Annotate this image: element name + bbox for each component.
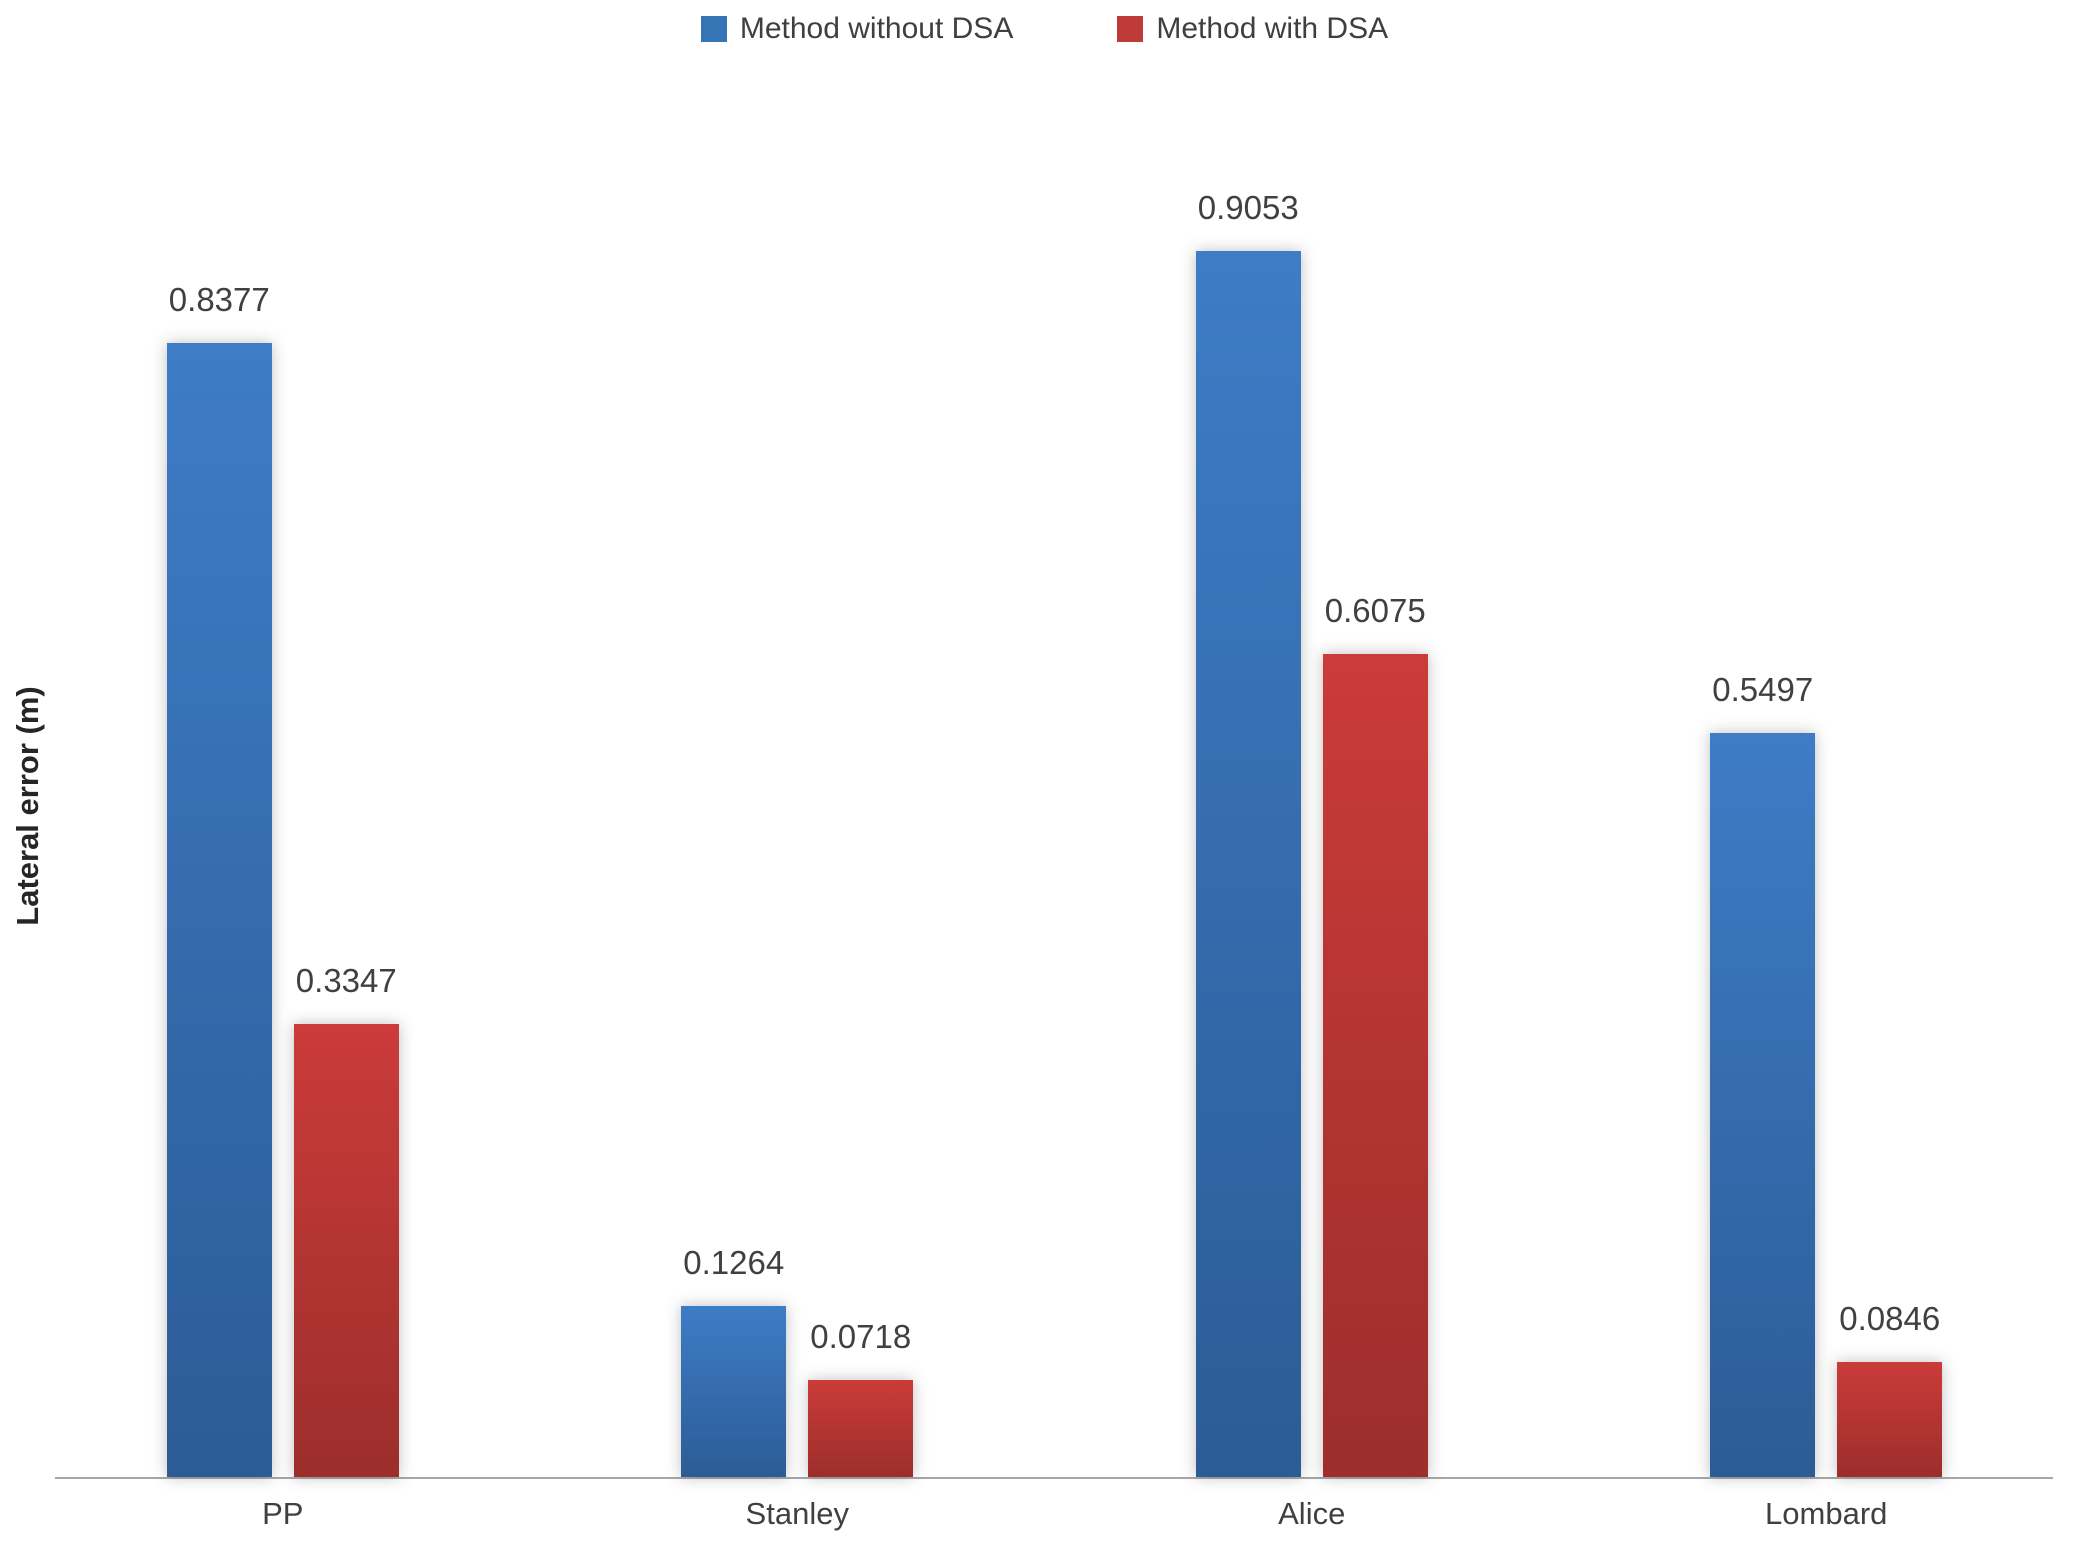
value-label: 0.1264 [683, 1243, 785, 1281]
value-label: 0.0718 [810, 1317, 912, 1355]
bar-column: 0.6075 [1322, 592, 1428, 1477]
bar-column: 0.3347 [293, 961, 399, 1477]
value-label: 0.3347 [295, 961, 397, 999]
x-axis-label-pp: PP [262, 1496, 304, 1531]
value-label: 0.6075 [1324, 592, 1426, 630]
bar-group-lombard: 0.5497 0.0846 [1710, 670, 1943, 1477]
value-label: 0.5497 [1712, 670, 1814, 708]
legend-swatch-icon [700, 16, 727, 42]
bar-without-dsa-stanley [681, 1305, 787, 1477]
x-axis-label-stanley: Stanley [745, 1496, 849, 1531]
y-axis-title: Lateral error (m) [10, 686, 45, 926]
x-axis-label-alice: Alice [1278, 1496, 1346, 1531]
x-axis-labels: PP Stanley Alice Lombard [55, 1496, 2053, 1546]
bar-with-dsa-pp [293, 1023, 399, 1477]
bar-with-dsa-stanley [808, 1379, 914, 1477]
legend-label: Method without DSA [739, 12, 1014, 45]
bar-group-alice: 0.9053 0.6075 [1195, 189, 1428, 1477]
bar-without-dsa-pp [166, 342, 272, 1477]
bar-group-pp: 0.8377 0.3347 [166, 280, 399, 1477]
bar-column: 0.1264 [681, 1243, 787, 1477]
value-label: 0.0846 [1839, 1300, 1941, 1338]
bar-group-stanley: 0.1264 0.0718 [681, 1243, 914, 1477]
bar-with-dsa-alice [1322, 654, 1428, 1477]
value-label: 0.9053 [1197, 189, 1299, 227]
x-axis-label-lombard: Lombard [1765, 1496, 1888, 1531]
bar-column: 0.8377 [166, 280, 272, 1477]
legend-label: Method with DSA [1156, 12, 1389, 45]
bar-without-dsa-lombard [1710, 732, 1816, 1477]
bar-column: 0.0846 [1837, 1300, 1943, 1477]
legend-item-with-dsa: Method with DSA [1117, 12, 1388, 46]
bar-with-dsa-lombard [1837, 1362, 1943, 1477]
bar-column: 0.5497 [1710, 670, 1816, 1477]
legend: Method without DSA Method with DSA [0, 12, 2089, 46]
value-label: 0.8377 [168, 280, 270, 318]
legend-swatch-icon [1117, 16, 1144, 42]
plot-area: 0.8377 0.3347 0.1264 0.0718 0.9053 0.6075 0.54… [55, 123, 2053, 1479]
bar-without-dsa-alice [1195, 251, 1301, 1477]
legend-item-without-dsa: Method without DSA [700, 12, 1014, 46]
bar-column: 0.9053 [1195, 189, 1301, 1477]
bar-column: 0.0718 [808, 1317, 914, 1477]
